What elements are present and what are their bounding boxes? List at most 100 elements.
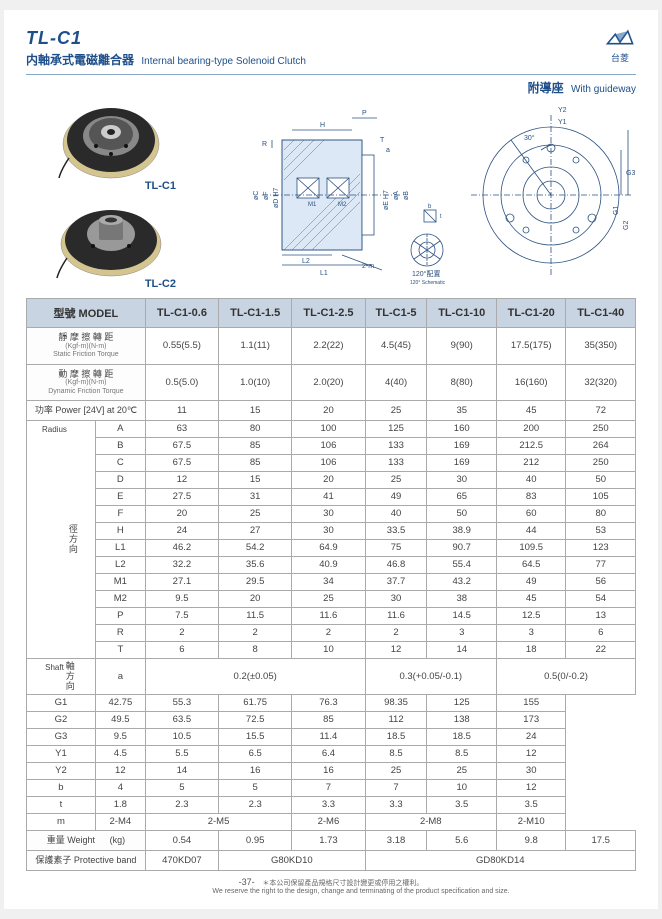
cell: 40 <box>365 505 427 522</box>
power-row: 功率 Power [24V] at 20℃ 11 15 20 25 35 45 … <box>27 401 636 421</box>
cell: 43.2 <box>427 573 496 590</box>
cell: 45 <box>496 401 565 421</box>
cell: 18.5 <box>365 728 427 745</box>
cell: 98.35 <box>365 694 427 711</box>
svg-text:120°配置: 120°配置 <box>412 270 440 278</box>
row-key: E <box>95 488 145 505</box>
cell: 11.6 <box>292 607 365 624</box>
cell: 64.9 <box>292 539 365 556</box>
cell: 12 <box>496 779 565 796</box>
cell: 11 <box>145 401 218 421</box>
cell: 0.5(0/-0.2) <box>496 658 635 694</box>
table-row: T681012141822 <box>27 641 636 658</box>
cell: 20 <box>145 505 218 522</box>
cell: 2-M4 <box>95 813 145 830</box>
cell: 67.5 <box>145 454 218 471</box>
cell: 64.5 <box>496 556 565 573</box>
row-key: L2 <box>95 556 145 573</box>
a-row: 軸方向 Shaft a 0.2(±0.05) 0.3(+0.05/-0.1) 0… <box>27 658 636 694</box>
cell: 0.3(+0.05/-0.1) <box>365 658 496 694</box>
cell: 5.6 <box>427 830 496 850</box>
svg-text:b: b <box>428 204 432 210</box>
cell: 40 <box>496 471 565 488</box>
dyn-torque-label: 動 摩 擦 轉 距 (Kgf-m)(N-m) Dynamic Friction … <box>27 364 146 401</box>
dyn-torque-row: 動 摩 擦 轉 距 (Kgf-m)(N-m) Dynamic Friction … <box>27 364 636 401</box>
cell: 105 <box>566 488 636 505</box>
weight-label: 重量 Weight (kg) <box>27 830 146 850</box>
band-label: 保護素子 Protective band <box>27 850 146 870</box>
svg-text:G1: G1 <box>613 206 620 215</box>
photo-1-label: TL-C1 <box>145 180 176 192</box>
row-key: B <box>95 437 145 454</box>
row-key: L1 <box>95 539 145 556</box>
cell: 6 <box>145 641 218 658</box>
cell: 1.73 <box>292 830 365 850</box>
cell: 24 <box>145 522 218 539</box>
cell: 3.3 <box>292 796 365 813</box>
cell: 32(320) <box>566 364 636 401</box>
cell: 50 <box>427 505 496 522</box>
cell: 9.5 <box>95 728 145 745</box>
clutch-photo-1 <box>51 100 171 184</box>
cell: 169 <box>427 454 496 471</box>
model-col: TL-C1-10 <box>427 299 496 328</box>
cell: 2 <box>219 624 292 641</box>
cell: 3.5 <box>427 796 496 813</box>
svg-text:øA: øA <box>393 191 400 200</box>
cell: 250 <box>566 420 636 437</box>
row-key: F <box>95 505 145 522</box>
model-col: TL-C1-0.6 <box>145 299 218 328</box>
cell: 11.4 <box>292 728 365 745</box>
table-row: H24273033.538.94453 <box>27 522 636 539</box>
product-photos: TL-C1 TL-C2 <box>26 100 196 290</box>
cell: 37.7 <box>365 573 427 590</box>
cell: 250 <box>566 454 636 471</box>
cell: 2 <box>292 624 365 641</box>
cell: 106 <box>292 437 365 454</box>
cell: 35 <box>427 401 496 421</box>
svg-text:T: T <box>380 137 385 144</box>
page-number: -37- <box>239 877 255 887</box>
cell: 9.8 <box>496 830 565 850</box>
cell: 65 <box>427 488 496 505</box>
model-col: TL-C1-5 <box>365 299 427 328</box>
cell: 106 <box>292 454 365 471</box>
cell: 112 <box>365 711 427 728</box>
table-row: R2222336 <box>27 624 636 641</box>
cell: 83 <box>496 488 565 505</box>
cell: 46.2 <box>145 539 218 556</box>
cell: 7.5 <box>145 607 218 624</box>
cell: 10 <box>427 779 496 796</box>
cell: 8.5 <box>427 745 496 762</box>
svg-text:G3: G3 <box>626 170 635 177</box>
cell: 1.1(11) <box>219 328 292 365</box>
cell: 100 <box>292 420 365 437</box>
table-row: F20253040506080 <box>27 505 636 522</box>
svg-text:120° Schematic: 120° Schematic <box>410 280 446 286</box>
cell: 15 <box>219 401 292 421</box>
cell: 55.3 <box>145 694 218 711</box>
guideway-en: With guideway <box>571 84 636 95</box>
front-drawing: 30° Y2 Y1 G3 G1 G2 <box>466 100 636 290</box>
svg-text:øE H7: øE H7 <box>383 190 390 210</box>
cell: 3 <box>427 624 496 641</box>
cell: 54.2 <box>219 539 292 556</box>
row-key: G3 <box>27 728 96 745</box>
cell: 25 <box>365 762 427 779</box>
cell: 2-M8 <box>365 813 496 830</box>
cell: 31 <box>219 488 292 505</box>
cell: 133 <box>365 437 427 454</box>
table-row: G39.510.515.511.418.518.524 <box>27 728 636 745</box>
svg-text:t: t <box>440 214 442 220</box>
cell: 125 <box>365 420 427 437</box>
row-key: M1 <box>95 573 145 590</box>
cell: 9(90) <box>427 328 496 365</box>
cell: 0.95 <box>219 830 292 850</box>
guideway-cn: 附導座 <box>528 81 564 95</box>
model-row: 型號 MODEL TL-C1-0.6 TL-C1-1.5 TL-C1-2.5 T… <box>27 299 636 328</box>
table-row: Y14.55.56.56.48.58.512 <box>27 745 636 762</box>
cell: 169 <box>427 437 496 454</box>
footer-note-cn: ＊本公司保留產品規格尺寸設計變更或停用之權利。 <box>262 880 423 887</box>
cell: 12 <box>496 745 565 762</box>
logo-block: 台菱 <box>604 28 636 64</box>
